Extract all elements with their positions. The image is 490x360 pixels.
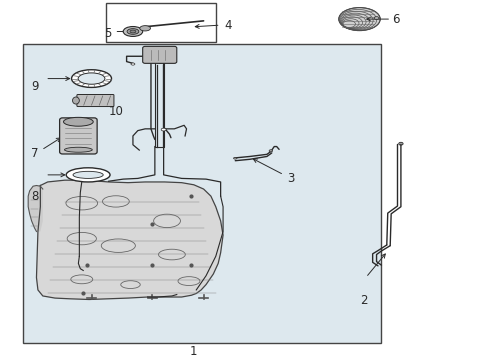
Ellipse shape xyxy=(64,117,93,126)
Text: 7: 7 xyxy=(31,147,38,160)
Ellipse shape xyxy=(127,29,139,34)
Text: 5: 5 xyxy=(104,27,111,40)
Ellipse shape xyxy=(73,97,79,104)
Ellipse shape xyxy=(130,30,136,33)
Ellipse shape xyxy=(161,128,166,131)
Ellipse shape xyxy=(123,27,143,36)
Ellipse shape xyxy=(140,26,150,31)
Ellipse shape xyxy=(131,63,135,65)
Ellipse shape xyxy=(374,17,379,19)
Ellipse shape xyxy=(269,150,272,152)
Polygon shape xyxy=(36,180,223,300)
Ellipse shape xyxy=(399,142,403,145)
Text: 4: 4 xyxy=(224,19,232,32)
Text: 8: 8 xyxy=(31,190,38,203)
Bar xyxy=(24,44,381,343)
Text: 10: 10 xyxy=(108,105,123,118)
Text: 9: 9 xyxy=(31,80,38,93)
Text: 6: 6 xyxy=(392,13,400,26)
Text: 1: 1 xyxy=(190,345,197,358)
Polygon shape xyxy=(28,185,43,231)
Ellipse shape xyxy=(66,168,110,182)
Text: 2: 2 xyxy=(361,294,368,307)
Ellipse shape xyxy=(65,147,92,152)
FancyBboxPatch shape xyxy=(77,95,114,107)
Bar xyxy=(106,3,216,42)
Ellipse shape xyxy=(339,8,380,31)
FancyBboxPatch shape xyxy=(60,118,97,154)
FancyBboxPatch shape xyxy=(143,46,177,63)
Ellipse shape xyxy=(78,73,105,84)
Text: 3: 3 xyxy=(288,172,295,185)
Ellipse shape xyxy=(72,70,112,87)
Ellipse shape xyxy=(73,171,103,179)
Ellipse shape xyxy=(234,157,237,159)
